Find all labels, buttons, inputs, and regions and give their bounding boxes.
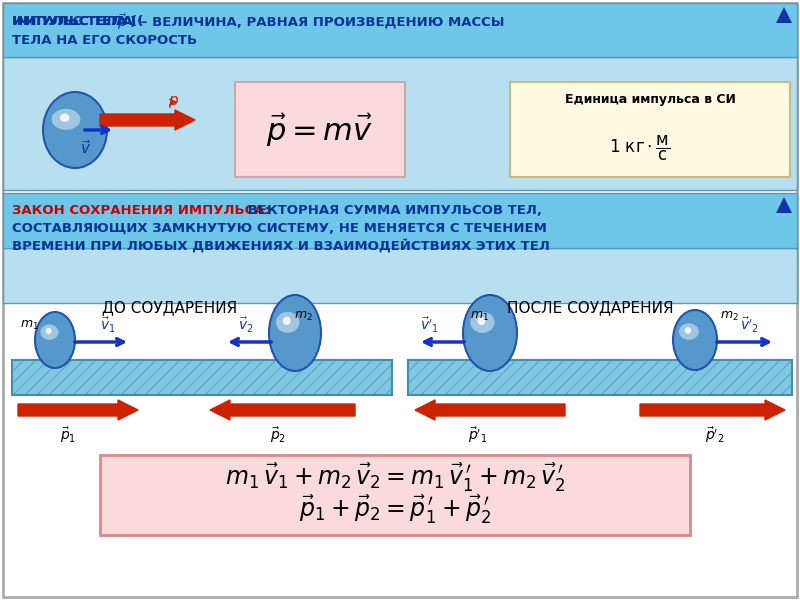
Ellipse shape [282, 317, 290, 325]
Text: $m_2$: $m_2$ [294, 310, 313, 323]
Ellipse shape [35, 312, 75, 368]
Ellipse shape [685, 327, 691, 334]
Text: ПОСЛЕ СОУДАРЕНИЯ: ПОСЛЕ СОУДАРЕНИЯ [506, 301, 674, 316]
Bar [3, 248, 797, 303]
Text: ТЕЛА НА ЕГО СКОРОСТЬ: ТЕЛА НА ЕГО СКОРОСТЬ [12, 34, 197, 46]
Text: ВРЕМЕНИ ПРИ ЛЮБЫХ ДВИЖЕНИЯХ И ВЗАИМОДЕЙСТВИЯХ ЭТИХ ТЕЛ: ВРЕМЕНИ ПРИ ЛЮБЫХ ДВИЖЕНИЯХ И ВЗАИМОДЕЙС… [12, 239, 550, 253]
Text: ЗАКОН СОХРАНЕНИЯ ИМПУЛЬСА:: ЗАКОН СОХРАНЕНИЯ ИМПУЛЬСА: [12, 203, 270, 217]
Ellipse shape [60, 113, 70, 122]
Text: $\vec{p}_1$: $\vec{p}_1$ [60, 425, 76, 445]
Ellipse shape [673, 310, 717, 370]
Ellipse shape [679, 323, 698, 340]
Text: $\vec{p} = m\vec{v}$: $\vec{p} = m\vec{v}$ [266, 112, 374, 149]
Ellipse shape [470, 312, 494, 333]
Text: СОСТАВЛЯЮЩИХ ЗАМКНУТУЮ СИСТЕМУ, НЕ МЕНЯЕТСЯ С ТЕЧЕНИЕМ: СОСТАВЛЯЮЩИХ ЗАМКНУТУЮ СИСТЕМУ, НЕ МЕНЯЕ… [12, 221, 547, 235]
Text: $\vec{v}_2$: $\vec{v}_2$ [238, 316, 254, 335]
Text: $m_1$: $m_1$ [470, 310, 489, 323]
Text: $\vec{p}_2$: $\vec{p}_2$ [270, 425, 286, 445]
Ellipse shape [478, 317, 486, 325]
Ellipse shape [269, 295, 321, 371]
FancyArrow shape [640, 400, 785, 420]
Text: $\vec{v}'_2$: $\vec{v}'_2$ [740, 316, 758, 335]
Bar [100, 455, 690, 535]
Text: $1\ \text{кг} \cdot \dfrac{\text{м}}{\text{с}}$: $1\ \text{кг} \cdot \dfrac{\text{м}}{\te… [610, 133, 670, 163]
Bar [408, 360, 792, 395]
Text: $\vec{p}$: $\vec{p}$ [117, 12, 127, 32]
Text: $\vec{v}'_1$: $\vec{v}'_1$ [420, 316, 439, 335]
FancyArrow shape [415, 400, 565, 420]
Polygon shape [776, 197, 792, 213]
FancyArrow shape [100, 110, 195, 130]
Text: ВЕКТОРНАЯ СУММА ИМПУЛЬСОВ ТЕЛ,: ВЕКТОРНАЯ СУММА ИМПУЛЬСОВ ТЕЛ, [243, 203, 542, 217]
Bar [3, 57, 797, 190]
Text: $\vec{v}$: $\vec{v}$ [80, 139, 91, 157]
Ellipse shape [43, 92, 107, 168]
Ellipse shape [463, 295, 517, 371]
Bar [235, 82, 405, 177]
FancyArrow shape [210, 400, 355, 420]
Text: ИМПУЛЬС ТЕЛА (: ИМПУЛЬС ТЕЛА ( [12, 16, 143, 28]
Bar [510, 82, 790, 177]
Polygon shape [776, 7, 792, 23]
Bar [3, 193, 797, 248]
Text: $p$: $p$ [168, 94, 179, 110]
Text: $\vec{p}'_2$: $\vec{p}'_2$ [705, 425, 725, 445]
Ellipse shape [276, 312, 299, 333]
Text: $\vec{v}_1$: $\vec{v}_1$ [100, 316, 116, 335]
Text: ) – ВЕЛИЧИНА, РАВНАЯ ПРОИЗВЕДЕНИЮ МАССЫ: ) – ВЕЛИЧИНА, РАВНАЯ ПРОИЗВЕДЕНИЮ МАССЫ [130, 16, 505, 28]
Text: ІМПУЛЬС ТЕЛА (: ІМПУЛЬС ТЕЛА ( [12, 16, 137, 28]
Text: $m_1$: $m_1$ [20, 319, 39, 332]
Text: $m_1\,\vec{v}_1 + m_2\,\vec{v}_2 = m_1\,\vec{v}_1^{\,\prime} + m_2\,\vec{v}_2^{\: $m_1\,\vec{v}_1 + m_2\,\vec{v}_2 = m_1\,… [225, 461, 566, 494]
Text: $\vec{p}_1 + \vec{p}_2 = \vec{p}_1^{\,\prime} + \vec{p}_2^{\,\prime}$: $\vec{p}_1 + \vec{p}_2 = \vec{p}_1^{\,\p… [298, 494, 491, 526]
Bar [3, 3, 797, 57]
Text: ИМПУЛЬС ТЕЛА (: ИМПУЛЬС ТЕЛА ( [12, 16, 143, 28]
FancyArrow shape [18, 400, 138, 420]
Text: $m_2$: $m_2$ [720, 310, 738, 323]
Text: ДО СОУДАРЕНИЯ: ДО СОУДАРЕНИЯ [102, 301, 238, 316]
Ellipse shape [40, 325, 58, 340]
Bar [12, 360, 392, 395]
Ellipse shape [46, 328, 51, 334]
Ellipse shape [52, 109, 81, 130]
Text: $\vec{p}'_1$: $\vec{p}'_1$ [468, 425, 487, 445]
Text: Единица импульса в СИ: Единица импульса в СИ [565, 94, 735, 107]
